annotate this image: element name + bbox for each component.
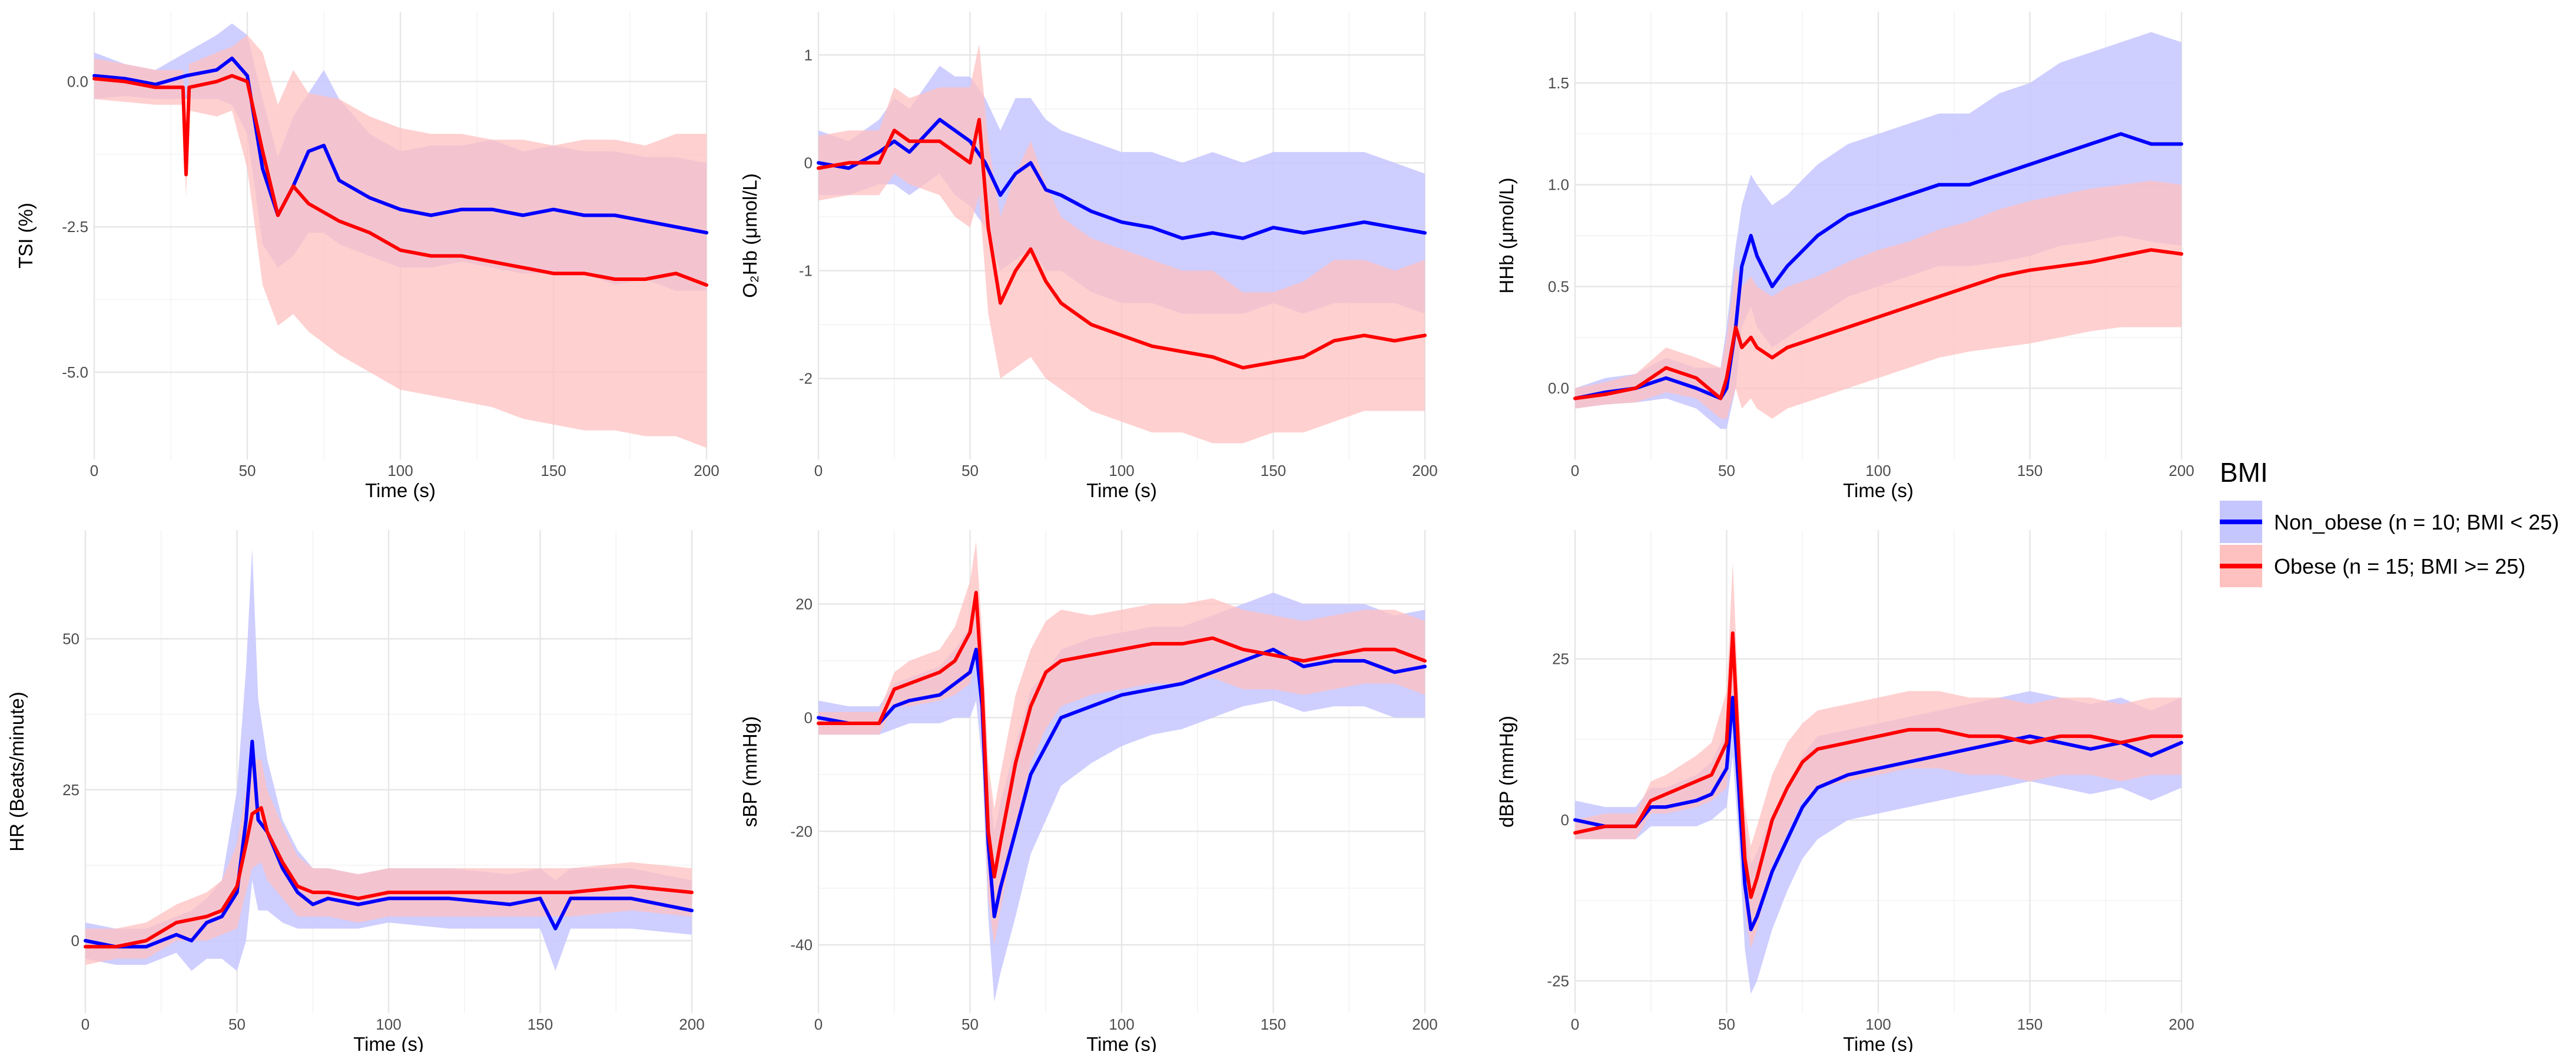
x-tick-label: 50 bbox=[962, 1015, 979, 1033]
x-tick-label: 0 bbox=[90, 462, 98, 479]
x-tick-label: 150 bbox=[541, 462, 566, 479]
x-tick-label: 0 bbox=[814, 462, 823, 479]
ribbon-non-obese-sbp bbox=[818, 593, 1425, 1002]
x-tick-label: 200 bbox=[694, 462, 719, 479]
y-tick-label: -1 bbox=[799, 262, 813, 280]
y-tick-label: 25 bbox=[62, 781, 79, 799]
legend-title: BMI bbox=[2220, 457, 2268, 488]
panel-hr: 0 50 100 150 200 0 25 50 Time (s) HR (Beats/minut… bbox=[6, 530, 705, 1052]
y-tick-label: 0 bbox=[804, 709, 813, 726]
x-tick-label: 100 bbox=[1865, 1015, 1891, 1033]
y-tick-label: 25 bbox=[1552, 650, 1569, 668]
y-axis-title: HHb (μmol/L) bbox=[1496, 178, 1517, 294]
x-tick-label: 50 bbox=[962, 462, 979, 479]
ribbon-obese-dbp bbox=[1575, 562, 2182, 949]
y-axis-title: dBP (mmHg) bbox=[1496, 716, 1517, 828]
y-tick-label: -20 bbox=[790, 822, 813, 840]
y-tick-label: 0 bbox=[1561, 811, 1569, 829]
y-tick-label: 0.0 bbox=[1548, 379, 1569, 397]
x-tick-label: 0 bbox=[1571, 1015, 1579, 1033]
x-tick-label: 0 bbox=[81, 1015, 89, 1033]
y-tick-label: 0 bbox=[804, 154, 813, 171]
y-tick-label: 0.5 bbox=[1548, 277, 1569, 295]
y-tick-label: 0 bbox=[71, 932, 79, 950]
x-axis-title: Time (s) bbox=[353, 1033, 424, 1052]
x-tick-label: 100 bbox=[1109, 462, 1134, 479]
line-obese-tsi bbox=[92, 74, 708, 287]
line-obese-sbp bbox=[817, 591, 1427, 879]
y-axis-title: sBP (mmHg) bbox=[739, 716, 761, 827]
line-non-obese-hr bbox=[84, 739, 694, 949]
legend-label-obese: Obese (n = 15; BMI >= 25) bbox=[2274, 554, 2525, 578]
x-tick-label: 200 bbox=[2169, 462, 2194, 479]
panel-tsi: 0 50 100 150 200 -5.0 -2.5 0.0 Time (s) TSI (%) bbox=[15, 12, 720, 501]
x-tick-label: 150 bbox=[2017, 1015, 2043, 1033]
line-obese-hr bbox=[84, 806, 694, 949]
y-tick-label: -5.0 bbox=[62, 363, 88, 381]
x-tick-label: 100 bbox=[387, 462, 413, 479]
x-axis-title: Time (s) bbox=[1086, 1033, 1157, 1052]
x-tick-label: 150 bbox=[2017, 462, 2043, 479]
y-tick-label: -2 bbox=[799, 370, 813, 388]
ribbon-obese-hr bbox=[85, 759, 692, 965]
x-tick-label: 50 bbox=[239, 462, 256, 479]
x-axis-title: Time (s) bbox=[365, 479, 436, 501]
line-non-obese-tsi bbox=[92, 57, 708, 235]
x-tick-label: 150 bbox=[528, 1015, 553, 1033]
x-tick-label: 100 bbox=[1109, 1015, 1134, 1033]
y-tick-label: 50 bbox=[62, 630, 79, 648]
legend: BMI Non_obese (n = 10; BMI < 25) Obese (… bbox=[2220, 457, 2559, 587]
line-non-obese-hhb bbox=[1573, 132, 2183, 401]
x-axis-title: Time (s) bbox=[1843, 479, 1914, 501]
line-non-obese-sbp bbox=[817, 647, 1427, 918]
legend-entry-non-obese[interactable]: Non_obese (n = 10; BMI < 25) bbox=[2220, 501, 2559, 543]
y-tick-label: 20 bbox=[795, 595, 813, 613]
x-tick-label: 0 bbox=[1571, 462, 1579, 479]
x-tick-label: 50 bbox=[1718, 462, 1735, 479]
y-tick-label: -40 bbox=[790, 936, 813, 954]
x-tick-label: 200 bbox=[1412, 462, 1437, 479]
line-obese-dbp bbox=[1573, 631, 2183, 899]
x-tick-label: 0 bbox=[814, 1015, 823, 1033]
x-tick-label: 200 bbox=[679, 1015, 704, 1033]
ribbon-obese-tsi bbox=[94, 35, 707, 448]
x-tick-label: 50 bbox=[1718, 1015, 1735, 1033]
x-tick-label: 150 bbox=[1261, 462, 1286, 479]
y-tick-label: -2.5 bbox=[62, 218, 88, 236]
x-tick-label: 100 bbox=[376, 1015, 401, 1033]
panel-hhb: 0 50 100 150 200 0.0 0.5 1.0 1.5 Time (s) HHb (μmo… bbox=[1496, 12, 2194, 501]
legend-entry-obese[interactable]: Obese (n = 15; BMI >= 25) bbox=[2220, 545, 2525, 587]
x-axis-title: Time (s) bbox=[1086, 479, 1157, 501]
x-tick-label: 50 bbox=[228, 1015, 246, 1033]
y-tick-label: 1.0 bbox=[1548, 176, 1569, 194]
ribbon-non-obese-hhb bbox=[1575, 32, 2182, 429]
legend-label-non-obese: Non_obese (n = 10; BMI < 25) bbox=[2274, 510, 2559, 534]
ribbon-obese-hhb bbox=[1575, 180, 2182, 419]
line-obese-o2hb bbox=[817, 118, 1427, 370]
panel-o2hb: 0 50 100 150 200 -2 -1 0 1 Time (s) O₂Hb (μmol/L) bbox=[739, 12, 1438, 501]
panel-dbp: 0 50 100 150 200 -25 0 25 Time (s) dBP (mmHg) bbox=[1496, 530, 2194, 1052]
x-tick-label: 200 bbox=[2169, 1015, 2194, 1033]
line-non-obese-dbp bbox=[1573, 696, 2183, 931]
y-tick-label: 1.5 bbox=[1548, 74, 1569, 92]
x-tick-label: 100 bbox=[1865, 462, 1891, 479]
panel-sbp: 0 50 100 150 200 -40 -20 0 20 Time (s) sBP (mmHg) bbox=[739, 530, 1438, 1052]
y-tick-label: 0.0 bbox=[67, 72, 88, 90]
y-tick-label: 1 bbox=[804, 46, 813, 64]
y-tick-label: -25 bbox=[1547, 972, 1569, 990]
y-axis-title: HR (Beats/minute) bbox=[6, 692, 28, 851]
x-axis-title: Time (s) bbox=[1843, 1033, 1914, 1052]
line-non-obese-o2hb bbox=[817, 118, 1427, 240]
x-tick-label: 150 bbox=[1261, 1015, 1286, 1033]
line-obese-hhb bbox=[1573, 248, 2183, 401]
ribbon-obese-sbp bbox=[818, 541, 1425, 945]
y-axis-title: O₂Hb (μmol/L) bbox=[739, 173, 761, 298]
x-tick-label: 200 bbox=[1412, 1015, 1437, 1033]
y-axis-title: TSI (%) bbox=[15, 203, 37, 269]
